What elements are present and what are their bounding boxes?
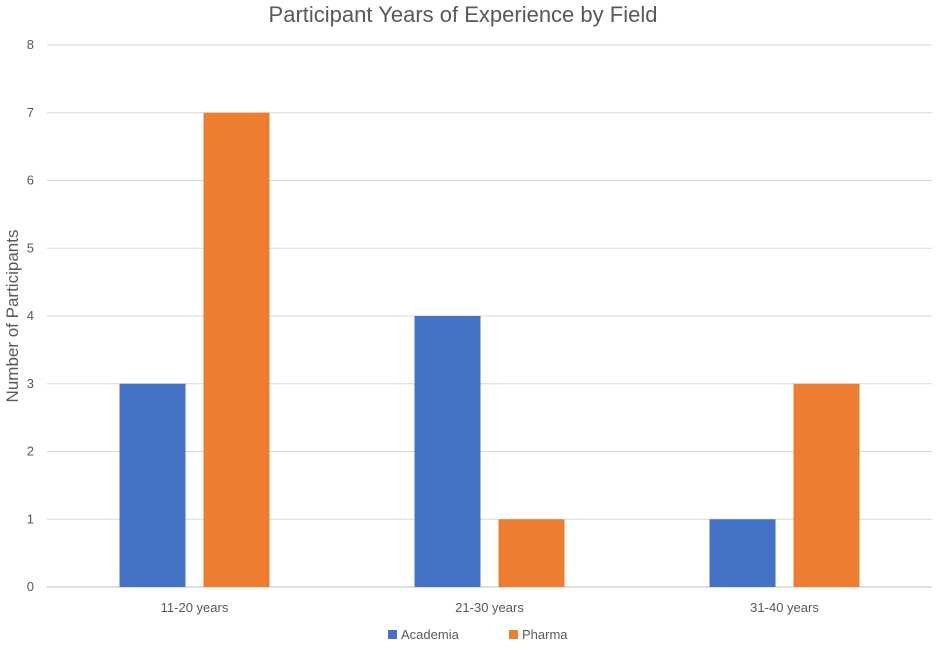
- gridlines: [47, 44, 932, 588]
- legend-swatch-pharma: [509, 630, 518, 639]
- y-tick-label: 6: [27, 173, 34, 188]
- y-tick-label: 5: [27, 240, 34, 255]
- bars: [119, 112, 860, 587]
- bar-pharma-1: [203, 112, 270, 587]
- x-tick-label: 21-30 years: [455, 600, 524, 615]
- x-tick-label: 31-40 years: [750, 600, 819, 615]
- bar-pharma-3: [793, 383, 860, 587]
- x-tick-label: 11-20 years: [161, 600, 229, 615]
- y-tick-label: 2: [27, 444, 34, 459]
- legend: Academia Pharma: [388, 627, 568, 642]
- y-axis-label: Number of Participants: [3, 230, 22, 403]
- y-tick-label: 7: [27, 105, 34, 120]
- bar-academia-2: [414, 316, 481, 587]
- y-tick-label: 1: [27, 511, 34, 526]
- chart-title: Participant Years of Experience by Field: [269, 2, 658, 27]
- y-tick-label: 0: [27, 579, 34, 594]
- legend-label-pharma: Pharma: [522, 627, 568, 642]
- y-tick-label: 8: [27, 37, 34, 52]
- legend-swatch-academia: [388, 630, 397, 639]
- bar-pharma-2: [498, 519, 565, 587]
- y-axis-ticks: 0 1 2 3 4 5 6 7 8: [27, 37, 34, 594]
- legend-label-academia: Academia: [401, 627, 460, 642]
- bar-academia-3: [709, 519, 776, 587]
- bar-academia-1: [119, 383, 186, 587]
- y-tick-label: 3: [27, 376, 34, 391]
- x-axis-ticks: 11-20 years 21-30 years 31-40 years: [161, 600, 820, 615]
- y-tick-label: 4: [27, 308, 34, 323]
